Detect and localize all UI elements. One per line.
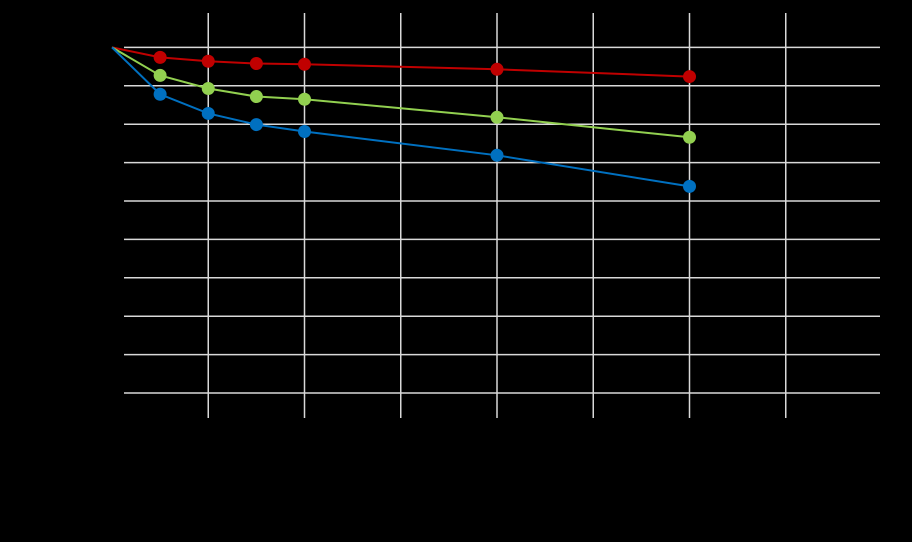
y-tick-label: 70 — [87, 155, 101, 169]
y-tick-label: 80 — [87, 116, 101, 130]
data-point — [490, 148, 504, 162]
data-point — [298, 92, 311, 106]
data-point — [249, 118, 263, 132]
y-tick-label: 90 — [87, 78, 101, 92]
data-point — [298, 57, 311, 71]
data-point — [249, 90, 263, 104]
data-point — [153, 68, 167, 82]
y-tick-label: 100 — [80, 40, 100, 54]
y-tick-label: 60 — [87, 193, 101, 207]
data-point — [201, 106, 215, 120]
x-tick-label: 3 — [397, 424, 404, 438]
x-tick-label: 2 — [301, 424, 308, 438]
y-tick-label: 10 — [87, 385, 101, 399]
x-tick-label: 6 — [686, 424, 693, 438]
x-tick-label: 4 — [494, 424, 501, 438]
data-point — [298, 124, 311, 138]
data-point — [153, 87, 167, 101]
data-point — [490, 62, 504, 76]
data-point — [201, 54, 215, 68]
data-point — [683, 179, 696, 193]
data-point — [683, 130, 696, 144]
y-tick-label: 50 — [87, 232, 101, 246]
y-tick-label: 40 — [87, 270, 101, 284]
x-tick-label: 5 — [590, 424, 597, 438]
x-tick-label: 7 — [782, 424, 789, 438]
data-point — [201, 81, 215, 95]
y-tick-label: 30 — [87, 308, 101, 322]
y-tick-label: 20 — [87, 347, 101, 361]
x-tick-label: 1 — [205, 424, 212, 438]
data-point — [249, 57, 263, 71]
data-point — [683, 70, 696, 84]
data-point — [490, 110, 504, 124]
data-point — [153, 50, 167, 64]
